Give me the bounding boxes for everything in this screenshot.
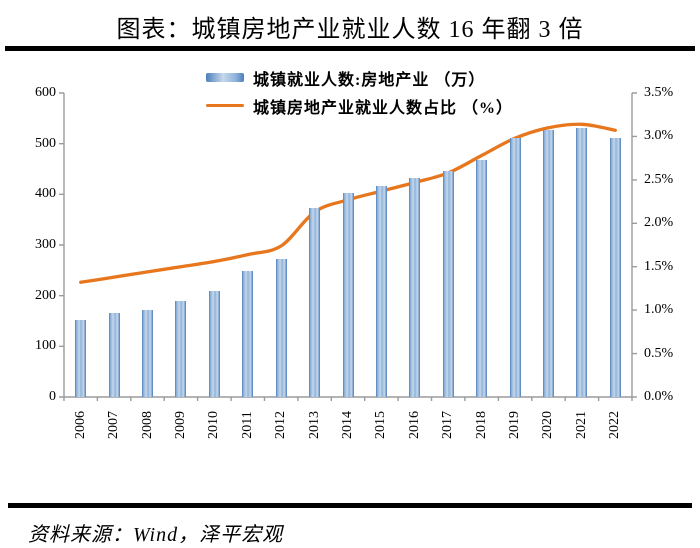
x-axis-label-2012: 2012 [273,411,289,439]
x-axis-label-2017: 2017 [440,411,456,439]
x-axis-label-2022: 2022 [607,411,623,439]
bar-2014 [342,192,354,397]
x-axis-label-2015: 2015 [373,411,389,439]
bar-2012 [275,258,287,397]
top-divider [5,46,695,51]
bar-2009 [175,300,187,397]
x-axis-label-2021: 2021 [573,411,589,439]
bar-series-swatch-icon [206,73,244,82]
pct-axis-label: 2.5% [644,171,674,187]
bar-2007 [108,312,120,397]
bar-2019 [509,138,521,397]
bar-2018 [476,160,488,397]
chart-legend: 城镇就业人数:房地产业 （万） 城镇房地产业就业人数占比 （%） [206,68,514,117]
y-axis-label: 400 [35,186,56,202]
pct-axis-label: 1.5% [644,258,674,274]
pct-axis-label: 0.0% [644,389,674,404]
line-series-swatch-icon [206,103,244,108]
legend-label-bar: 城镇就业人数:房地产业 （万） [253,71,486,89]
bar-2010 [208,290,220,397]
y-axis-label: 0 [49,389,56,404]
y-axis-label: 300 [35,237,56,252]
x-axis-label-2016: 2016 [406,411,422,439]
y-axis-label: 200 [35,287,56,303]
y-axis-label: 500 [35,135,56,151]
x-axis-label-2013: 2013 [306,411,322,439]
axis-ticks [59,92,637,401]
pct-axis-label: 3.5% [644,85,674,100]
x-axis-label-2014: 2014 [340,411,355,439]
y-axis-label: 100 [35,338,56,354]
bar-2011 [242,271,254,397]
bar-2008 [142,310,154,397]
x-axis-label-2009: 2009 [172,411,188,439]
figure-title: 图表：城镇房地产业就业人数 16 年翻 3 倍 [116,17,584,43]
bar-2013 [309,208,321,397]
x-axis-label-2020: 2020 [540,411,556,439]
x-axis-label-2019: 2019 [507,411,523,439]
pct-axis-label: 2.0% [644,215,674,231]
x-axis-label-2018: 2018 [473,411,489,439]
bar-2015 [375,185,387,397]
pct-axis-label: 0.5% [644,345,674,361]
pct-axis-label: 1.0% [644,302,674,318]
x-axis-label-2008: 2008 [139,411,155,439]
bar-2016 [409,178,421,397]
source-note: 资料来源：Wind，泽平宏观 [28,524,284,546]
x-axis-label-2007: 2007 [106,411,122,439]
bar-2020 [542,130,554,397]
x-axis-label-2010: 2010 [206,411,222,439]
bar-2017 [442,171,454,397]
legend-label-line: 城镇房地产业就业人数占比 （%） [253,99,514,117]
legend-item-bar: 城镇就业人数:房地产业 （万） [206,68,513,89]
bar-2006 [75,319,87,397]
legend-item-line: 城镇房地产业就业人数占比 （%） [206,96,514,117]
bar-2021 [576,127,588,397]
bar-2022 [609,138,621,397]
x-axis-label-2011: 2011 [239,411,255,439]
pct-axis-label: 3.0% [644,128,674,144]
y-axis-label: 600 [35,85,56,100]
x-axis-label-2006: 2006 [72,411,88,439]
bottom-divider [8,503,692,508]
